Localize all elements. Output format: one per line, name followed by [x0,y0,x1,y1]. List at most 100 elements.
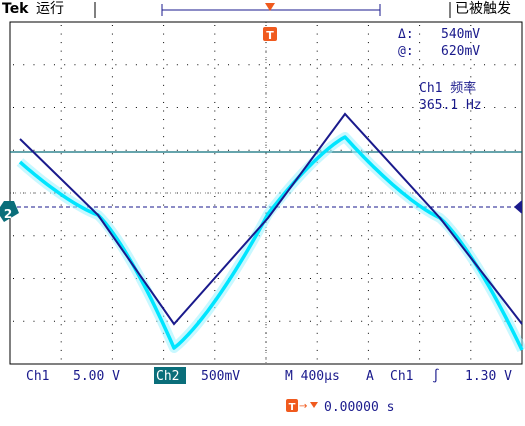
grid-dot [470,358,472,360]
grid-dot [60,332,62,334]
grid-dot [443,320,445,322]
grid-dot [269,278,270,279]
grid-dot [350,278,352,279]
grid-dot [146,278,148,279]
grid-dot [111,213,113,215]
grid-dot [176,107,178,108]
grid-dot [494,107,496,108]
grid-dot [214,153,216,155]
grid-dot [316,298,318,300]
grid-dot [443,278,445,279]
grid-dot [443,149,445,151]
grid-dot [453,320,455,322]
grid-dot [316,255,318,257]
ch2-scale: 500mV [201,369,240,384]
grid-dot [60,307,62,309]
grid-dot [309,149,311,151]
grid-dot [470,93,472,95]
grid-dot [473,107,475,108]
grid-dot [166,278,168,279]
ch1-label: Ch1 [26,369,49,384]
grid-dot [265,358,267,360]
grid-dot [33,278,35,279]
grid-dot [391,64,393,66]
cursor-position-value: 620mV [441,44,480,59]
ch2-ground-marker[interactable]: 2 [0,201,19,222]
grid-dot [470,281,472,283]
grid-dot [453,278,455,279]
grid-dot [13,320,14,322]
grid-dot [197,278,199,279]
grid-dot [289,278,291,279]
grid-dot [84,149,86,151]
grid-dot [419,25,421,26]
grid-dot [309,235,311,237]
grid-dot [265,84,267,86]
grid-dot [470,349,472,351]
grid-dot [163,25,165,26]
bottom-status-row: Ch1 5.00 V Ch2 500mV M 400µs A Ch1 ∫ 1.3… [26,367,512,384]
grid-dot [316,341,318,343]
grid-dot [504,235,506,237]
grid-dot [111,144,113,146]
grid-dot [470,213,472,215]
grid-dot [381,235,383,237]
grid-dot [316,349,318,351]
grid-dot [156,278,158,279]
grid-dot [330,235,332,237]
grid-dot [269,235,270,237]
grid-dot [419,178,421,180]
trigger-position-marker[interactable]: T [263,3,277,42]
grid-dot [470,33,472,35]
grid-dot [163,358,165,360]
grid-dot [367,25,369,26]
grid-dot [367,221,369,223]
grid-dot [367,153,369,155]
grid-dot [316,101,318,103]
grid-dot [166,192,168,194]
grid-dot [111,264,113,266]
grid-dot [60,230,62,232]
grid-dot [316,50,318,52]
grid-dot [111,255,113,257]
grid-dot [265,238,267,240]
grid-dot [105,278,107,279]
grid-dot [279,107,281,108]
grid-dot [265,315,267,317]
grid-dot [299,278,301,279]
grid-dot [371,278,373,279]
grid-dot [60,119,62,121]
grid-dot [228,235,230,237]
trigger-marker-label: T [266,29,274,42]
grid-dot [125,278,127,279]
grid-dot [214,84,216,86]
grid-dot [350,64,352,66]
grid-dot [422,235,424,237]
trigger-level-arrow-icon[interactable] [514,200,522,214]
grid-dot [84,278,86,279]
grid-dot [391,192,393,194]
grid-dot [163,33,165,35]
grid-dot [217,64,219,66]
grid-dot [470,332,472,334]
grid-dot [422,192,424,194]
grid-dot [432,192,434,194]
grid-dot [265,272,267,274]
grid-dot [350,235,352,237]
grid-dot [214,76,216,78]
grid-dot [367,281,369,283]
grid-dot [207,192,209,194]
grid-dot [422,278,424,279]
grid-dot [381,278,383,279]
grid-dot [330,107,332,108]
grid-dot [316,264,318,266]
grid-dot [60,349,62,351]
grid-dot [111,50,113,52]
grid-dot [146,149,148,151]
grid-dot [94,278,96,279]
grid-dot [412,149,414,151]
grid-dot [265,127,267,129]
grid-dot [156,64,158,66]
grid-dot [111,196,113,197]
grid-dot [60,213,62,215]
